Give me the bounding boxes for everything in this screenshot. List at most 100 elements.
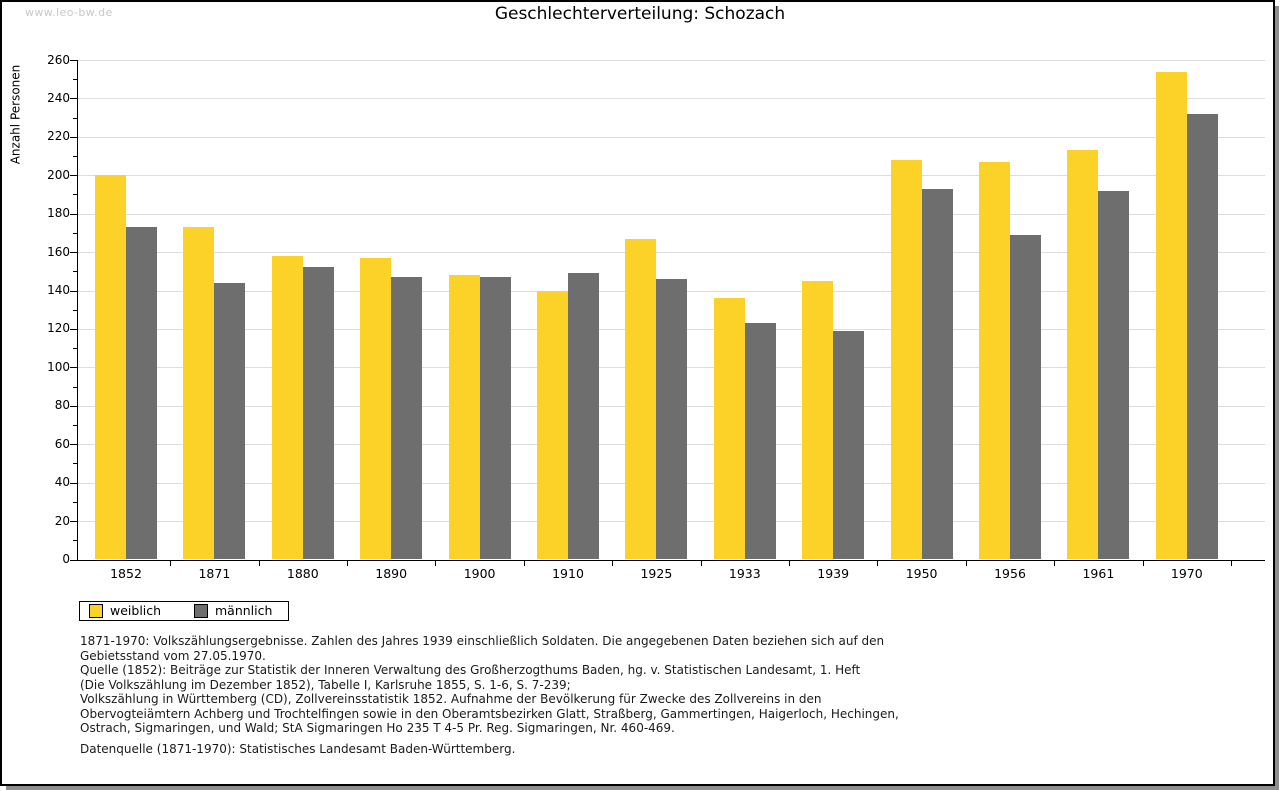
bar-maennlich-1900 (479, 277, 511, 560)
y-major-tick (70, 328, 77, 330)
x-tick-label: 1880 (286, 565, 319, 581)
y-major-tick (70, 213, 77, 215)
bar-weiblich-1925 (625, 238, 657, 560)
y-major-tick (70, 60, 77, 61)
bar-weiblich-1880 (271, 255, 303, 560)
legend-label: weiblich (110, 603, 162, 618)
datasource-line: Datenquelle (1871-1970): Statistisches L… (80, 741, 516, 756)
bar-weiblich-1890 (360, 257, 392, 560)
y-tick-label: 180 (47, 206, 70, 221)
bar-maennlich-1871 (214, 282, 246, 560)
y-tick-label: 80 (54, 398, 70, 413)
y-tick-label: 260 (47, 52, 70, 67)
bar-weiblich-1956 (979, 161, 1010, 560)
footnote-line: Quelle (1852): Beiträge zur Statistik de… (80, 663, 861, 677)
x-tick-label: 1910 (552, 565, 584, 581)
bar-maennlich-1933 (744, 323, 776, 560)
y-major-tick (70, 482, 77, 484)
x-tick-label: 1900 (463, 565, 496, 581)
x-tick-label: 1956 (994, 565, 1026, 581)
y-minor-tick (73, 156, 77, 158)
y-major-tick (70, 405, 77, 407)
watermark: www.leo-bw.de (25, 6, 113, 19)
x-tick-label: 1871 (198, 565, 231, 581)
bar-weiblich-1871 (183, 227, 215, 560)
y-minor-tick (73, 463, 77, 465)
y-tick-label: 160 (47, 244, 70, 259)
y-major-tick (70, 521, 77, 523)
footnote-line: Volkszählung in Württemberg (CD), Zollve… (80, 692, 822, 706)
y-minor-tick (73, 194, 77, 196)
y-tick-label: 100 (47, 359, 70, 374)
bar-maennlich-1961 (1098, 190, 1130, 560)
x-tick (435, 560, 437, 566)
y-minor-tick (73, 271, 77, 273)
x-tick-label: 1961 (1082, 565, 1115, 581)
gridline (78, 213, 1265, 215)
x-tick-label: 1925 (640, 565, 673, 581)
footnote-line: Gebietsstand vom 27.05.1970. (80, 648, 266, 663)
x-tick-label: 1939 (817, 565, 850, 581)
x-tick (1142, 560, 1144, 566)
legend-swatch-maennlich (194, 604, 208, 618)
y-tick-label: 140 (47, 283, 70, 298)
bar-maennlich-1880 (302, 267, 334, 560)
bar-weiblich-1910 (537, 290, 568, 560)
legend-item-weiblich: weiblich (89, 602, 161, 620)
y-major-tick (70, 136, 77, 138)
bar-weiblich-1970 (1155, 71, 1187, 560)
y-major-tick (70, 290, 77, 292)
legend-item-maennlich: männlich (194, 602, 272, 620)
y-tick-label: 20 (54, 513, 70, 528)
y-minor-tick (73, 79, 77, 81)
x-tick (877, 560, 879, 566)
y-tick-label: 40 (54, 475, 70, 490)
y-major-tick (70, 444, 77, 446)
x-tick (347, 560, 348, 566)
x-tick (700, 560, 702, 566)
x-tick-label: 1852 (110, 565, 142, 581)
y-minor-tick (73, 386, 77, 388)
gridline (78, 60, 1265, 61)
gridline (78, 175, 1265, 177)
bar-maennlich-1956 (1010, 234, 1041, 560)
x-tick (612, 560, 614, 566)
y-minor-tick (73, 501, 77, 503)
x-tick-label: 1890 (375, 565, 408, 581)
y-axis-line (77, 60, 78, 561)
x-tick (965, 560, 967, 566)
y-tick-label: 0 (62, 552, 70, 566)
y-minor-tick (73, 117, 77, 119)
bar-weiblich-1961 (1067, 150, 1099, 560)
y-minor-tick (73, 232, 77, 234)
y-major-tick (70, 367, 77, 369)
gridline (78, 136, 1265, 138)
legend-swatch-weiblich (89, 604, 103, 618)
x-tick (1231, 560, 1232, 566)
legend: weiblich männlich (79, 601, 289, 621)
bar-maennlich-1970 (1186, 113, 1218, 560)
bar-maennlich-1950 (921, 188, 953, 560)
x-axis-line (77, 559, 1265, 561)
y-minor-tick (73, 425, 77, 427)
y-tick-label: 120 (47, 321, 70, 336)
x-tick (1054, 560, 1056, 566)
footnote-line: 1871-1970: Volkszählungsergebnisse. Zahl… (80, 634, 885, 648)
gridline (78, 252, 1265, 254)
bar-maennlich-1852 (126, 227, 157, 560)
x-tick (258, 560, 260, 566)
x-tick (170, 560, 172, 566)
y-tick-label: 200 (47, 167, 70, 182)
y-tick-label: 220 (47, 129, 70, 144)
x-tick-label: 1970 (1170, 565, 1203, 581)
footnotes: 1871-1970: Volkszählungsergebnisse. Zahl… (80, 634, 1220, 756)
bar-weiblich-1939 (802, 280, 834, 560)
bar-maennlich-1910 (568, 273, 599, 560)
y-major-tick (70, 252, 77, 254)
legend-label: männlich (215, 603, 273, 618)
y-major-tick (70, 559, 77, 561)
y-major-tick (70, 98, 77, 100)
gridline (78, 98, 1265, 100)
bar-weiblich-1950 (890, 159, 922, 560)
